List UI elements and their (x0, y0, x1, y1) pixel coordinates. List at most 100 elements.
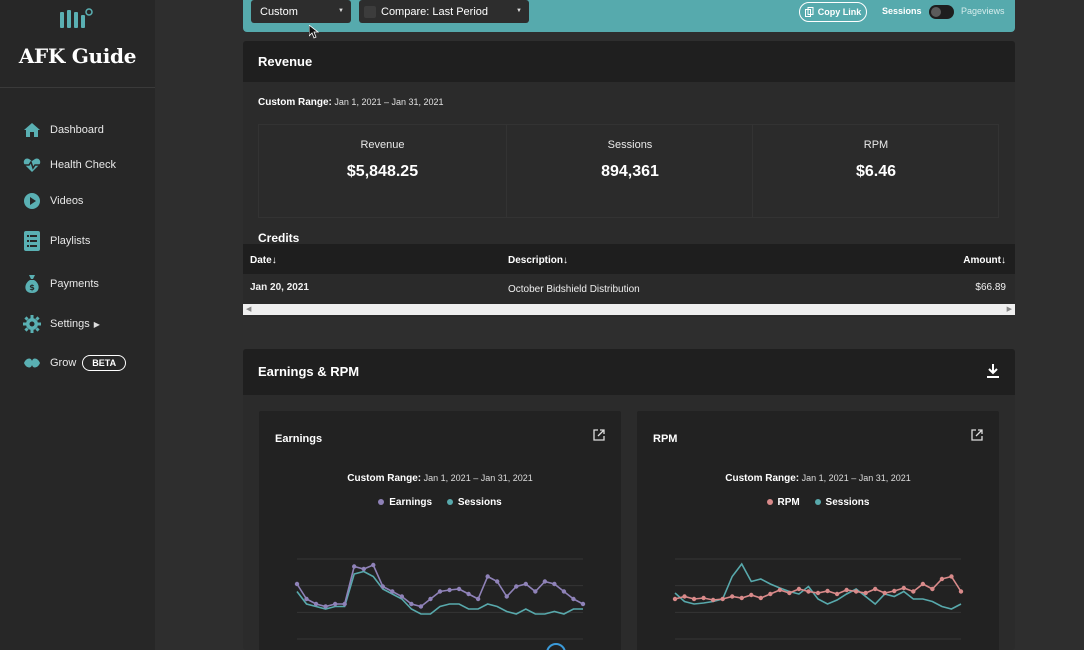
data-point[interactable] (323, 604, 328, 609)
rpm-line-chart (672, 558, 964, 640)
legend-item-rpm[interactable]: RPM (766, 497, 800, 508)
stat-rpm: RPM $6.46 (752, 125, 999, 217)
data-point[interactable] (873, 586, 878, 592)
data-point[interactable] (409, 601, 414, 607)
data-point[interactable] (552, 581, 557, 587)
sidebar-item-payments[interactable]: $ Payments (22, 272, 99, 296)
data-point[interactable] (911, 589, 916, 594)
data-point[interactable] (475, 596, 481, 602)
data-point[interactable] (949, 574, 954, 579)
data-point[interactable] (342, 601, 347, 607)
data-point[interactable] (825, 588, 830, 594)
external-link-icon[interactable] (593, 429, 605, 441)
data-point[interactable] (304, 596, 309, 602)
data-point[interactable] (863, 590, 868, 596)
legend-item-sessions[interactable]: Sessions (446, 497, 502, 508)
sidebar-item-health-check[interactable]: Health Check (22, 153, 116, 177)
data-point[interactable] (352, 564, 357, 569)
copy-link-button[interactable]: Copy Link (799, 2, 867, 22)
sidebar-item-settings[interactable]: Settings ▶ (22, 312, 100, 336)
data-point[interactable] (720, 596, 725, 602)
data-point[interactable] (533, 589, 538, 594)
data-point[interactable] (844, 587, 849, 593)
data-point[interactable] (542, 579, 548, 584)
data-point[interactable] (380, 584, 385, 589)
sessions-toggle-label: Sessions (882, 6, 922, 16)
data-point[interactable] (428, 596, 433, 602)
revenue-card-header: Revenue (243, 41, 1015, 82)
data-point[interactable] (901, 585, 906, 591)
stat-sessions: Sessions 894,361 (506, 125, 753, 217)
legend-dot (766, 498, 773, 505)
data-point[interactable] (361, 566, 366, 572)
data-point[interactable] (739, 595, 744, 601)
data-point[interactable] (514, 584, 519, 589)
copy-icon (804, 7, 814, 17)
data-point[interactable] (701, 595, 706, 601)
horizontal-scrollbar[interactable]: ◀ ▶ (243, 304, 1015, 315)
data-point[interactable] (758, 595, 763, 601)
data-point[interactable] (399, 594, 405, 599)
data-point[interactable] (730, 594, 735, 599)
sidebar-item-videos[interactable]: Videos (22, 189, 83, 213)
data-point[interactable] (815, 590, 821, 596)
sidebar-item-playlists[interactable]: Playlists (22, 229, 90, 253)
data-point[interactable] (749, 592, 754, 598)
data-point[interactable] (787, 590, 792, 596)
brand-logo-icon[interactable] (58, 6, 94, 30)
column-header-description[interactable]: Description↓ (508, 255, 569, 266)
data-point[interactable] (437, 589, 443, 594)
brand-title[interactable]: AFK Guide (18, 44, 137, 68)
column-header-date[interactable]: Date↓ (250, 255, 277, 266)
compare-select[interactable]: Compare: Last Period ▼ (359, 0, 529, 23)
data-point[interactable] (571, 596, 576, 602)
data-point[interactable] (691, 596, 697, 602)
range-label: Custom Range: (347, 473, 422, 484)
data-point[interactable] (853, 589, 859, 594)
data-point[interactable] (777, 587, 783, 593)
download-icon[interactable] (987, 364, 999, 378)
data-point[interactable] (768, 591, 773, 597)
range-select[interactable]: Custom ▼ (251, 0, 351, 23)
data-point[interactable] (495, 579, 500, 584)
sidebar-item-dashboard[interactable]: Dashboard (22, 118, 104, 142)
external-link-icon[interactable] (971, 429, 983, 441)
data-point[interactable] (882, 590, 887, 596)
table-row: Jan 20, 2021 October Bidshield Distribut… (243, 274, 1015, 304)
data-point[interactable] (806, 589, 811, 594)
data-point[interactable] (939, 576, 945, 582)
data-point[interactable] (456, 586, 462, 592)
data-point[interactable] (580, 601, 586, 607)
data-point[interactable] (796, 586, 802, 592)
data-point[interactable] (710, 597, 716, 603)
data-point[interactable] (561, 589, 567, 594)
legend-item-sessions[interactable]: Sessions (814, 497, 869, 508)
sidebar-item-grow[interactable]: Grow BETA (22, 351, 127, 375)
data-point[interactable] (958, 589, 964, 594)
data-point[interactable] (930, 586, 935, 592)
data-point[interactable] (390, 589, 395, 594)
data-point[interactable] (332, 601, 338, 607)
gear-icon (22, 314, 42, 334)
data-point[interactable] (447, 587, 452, 593)
column-header-amount[interactable]: Amount↓ (963, 255, 1006, 266)
data-point[interactable] (892, 588, 897, 594)
heartbeat-icon (22, 155, 42, 175)
sessions-pageviews-toggle[interactable] (929, 5, 954, 19)
data-point[interactable] (682, 594, 687, 599)
data-point[interactable] (466, 591, 471, 597)
data-point[interactable] (294, 581, 300, 587)
data-point[interactable] (485, 574, 490, 579)
scroll-right-icon[interactable]: ▶ (1006, 306, 1012, 313)
data-point[interactable] (313, 601, 319, 607)
data-point[interactable] (523, 581, 528, 587)
data-point[interactable] (504, 594, 509, 599)
data-point[interactable] (834, 591, 840, 597)
data-point[interactable] (672, 596, 678, 602)
data-point[interactable] (920, 581, 926, 587)
legend-item-earnings[interactable]: Earnings (378, 497, 432, 508)
data-point[interactable] (371, 562, 376, 568)
filter-toolbar: Custom ▼ Compare: Last Period ▼ Copy Lin… (243, 0, 1015, 32)
scroll-left-icon[interactable]: ◀ (246, 306, 252, 313)
data-point[interactable] (418, 604, 424, 609)
